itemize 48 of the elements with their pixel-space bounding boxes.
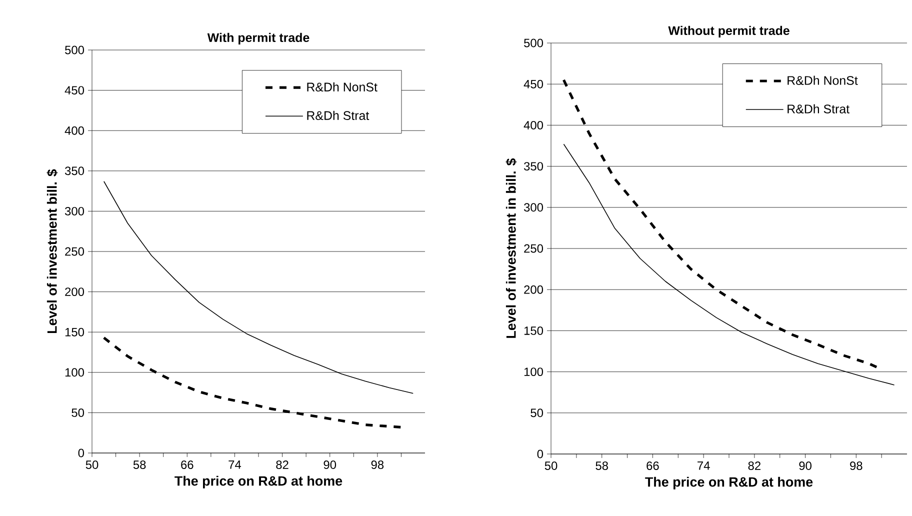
x-tick-label: 58 <box>133 460 146 469</box>
y-tick-label: 350 <box>524 162 544 171</box>
x-tick-label: 82 <box>748 462 760 470</box>
y-axis-title: Level of investment bill. $ <box>46 169 58 334</box>
y-tick-label: 150 <box>65 328 84 336</box>
x-tick-label: 50 <box>544 462 558 470</box>
y-tick-label: 450 <box>64 86 84 95</box>
x-tick-label: 98 <box>371 460 384 469</box>
y-tick-label: 200 <box>524 285 544 294</box>
chart-title: Without permit trade <box>668 26 790 38</box>
x-tick-label: 90 <box>324 460 336 469</box>
y-tick-label: 0 <box>78 448 84 458</box>
chart-title: With permit trade <box>207 32 310 44</box>
y-tick-label: 200 <box>65 288 84 296</box>
y-tick-label: 150 <box>524 326 544 335</box>
y-tick-label: 350 <box>64 166 84 176</box>
y-tick-label: 300 <box>524 203 544 212</box>
x-tick-label: 58 <box>596 462 608 470</box>
x-axis-title: The price on R&D at home <box>645 476 813 490</box>
x-axis-title: The price on R&D at home <box>174 476 342 488</box>
legend-label: R&Dh NonSt <box>307 82 378 92</box>
y-tick-label: 500 <box>524 38 544 48</box>
y-tick-label: 400 <box>524 120 544 130</box>
y-tick-label: 400 <box>64 126 84 135</box>
x-tick-label: 98 <box>850 462 862 470</box>
legend-label: R&Dh NonSt <box>788 76 858 85</box>
x-tick-label: 74 <box>698 462 710 470</box>
y-tick-label: 500 <box>65 46 84 54</box>
line-series <box>103 180 414 394</box>
y-tick-label: 250 <box>65 247 84 256</box>
x-tick-label: 66 <box>181 460 194 469</box>
y-tick-label: 450 <box>524 80 544 88</box>
x-tick-label: 90 <box>799 462 812 470</box>
y-axis-title: Level of investment in bill. $ <box>506 158 517 338</box>
x-tick-label: 50 <box>86 460 98 469</box>
y-tick-label: 50 <box>72 408 84 417</box>
y-tick-label: 100 <box>65 368 84 377</box>
y-tick-label: 300 <box>64 206 84 216</box>
y-tick-label: 0 <box>537 450 544 458</box>
x-tick-label: 66 <box>646 462 659 470</box>
x-tick-label: 82 <box>276 460 288 469</box>
y-tick-label: 50 <box>530 408 544 418</box>
line-series <box>563 144 895 386</box>
y-tick-label: 100 <box>524 368 544 376</box>
legend-label: R&Dh Strat <box>307 110 370 120</box>
legend-label: R&Dh Strat <box>788 104 850 114</box>
y-tick-label: 250 <box>524 244 544 253</box>
x-tick-label: 74 <box>228 460 242 469</box>
